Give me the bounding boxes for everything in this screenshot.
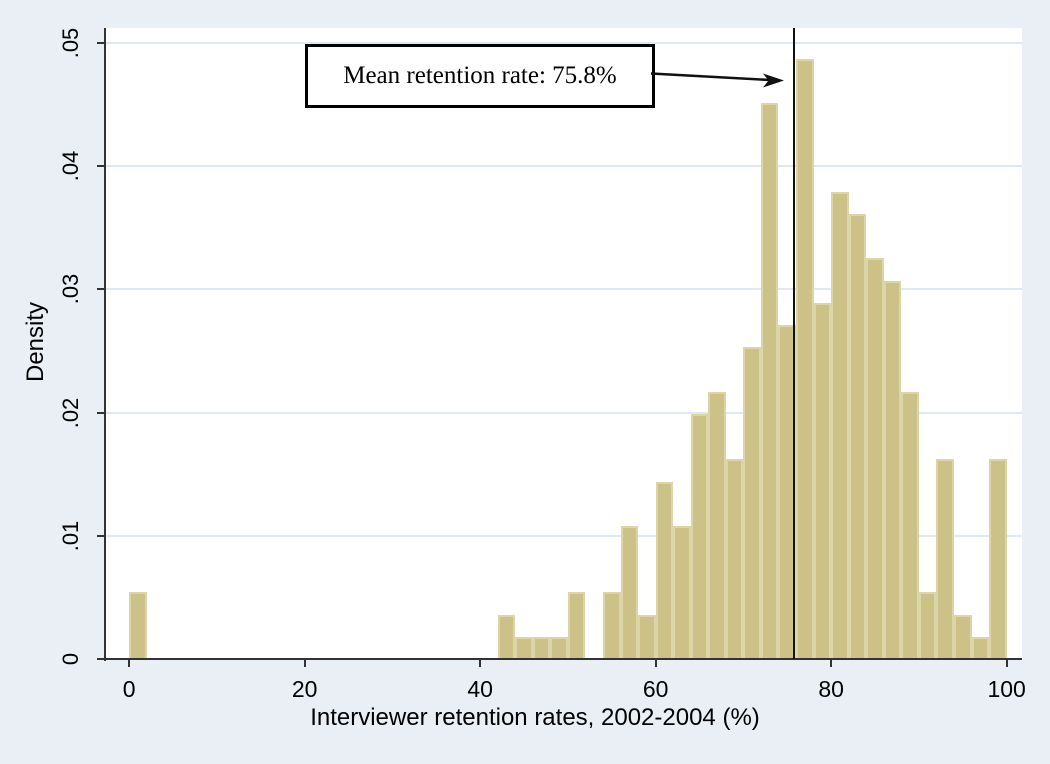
y-axis-line [104,28,106,661]
histogram-bar [550,636,568,659]
histogram-bar [725,459,744,659]
x-tick-mark [128,660,131,667]
histogram-bar [690,413,709,659]
histogram-bar [655,481,674,659]
histogram-bar [708,391,726,659]
y-tick-mark [97,411,105,414]
y-axis-title: Density [22,301,49,382]
gridline [105,411,1022,414]
histogram-bar [638,614,656,659]
y-tick-label: .02 [58,397,83,428]
y-tick-label: .03 [58,273,83,305]
histogram-bar [831,191,849,659]
y-tick-label: .04 [58,150,83,182]
histogram-bar [532,636,551,659]
x-tick-mark [654,660,657,667]
histogram-bar [866,258,884,659]
y-tick-mark [97,288,105,291]
gridline [105,534,1022,537]
histogram-bar [620,525,639,659]
histogram-bar [602,592,621,659]
histogram-bar [796,58,814,659]
y-tick-label: 0 [58,652,83,666]
histogram-bar [901,391,919,659]
x-tick-mark [1005,660,1008,667]
mean-annotation-text: Mean retention rate: 75.8% [343,62,617,89]
y-tick-mark [97,41,105,44]
mean-annotation-box: Mean retention rate: 75.8% [305,44,655,108]
histogram-bar [953,614,972,659]
plot-area [105,28,1022,659]
x-tick-mark [830,660,833,667]
x-axis-title: Interviewer retention rates, 2002-2004 (… [310,704,760,731]
histogram-bar [743,347,761,659]
gridline [105,165,1022,168]
y-tick-mark [97,658,105,660]
histogram-bar [971,636,990,659]
x-tick-mark [303,660,306,667]
histogram-bar [760,103,779,659]
x-tick-label: 60 [642,676,669,702]
y-tick-mark [97,165,105,168]
y-tick-mark [97,534,105,537]
histogram-bar [673,525,691,659]
x-axis-line [104,658,1022,660]
histogram-bar [848,214,867,659]
x-tick-label: 100 [987,676,1026,702]
x-tick-label: 80 [818,676,844,702]
y-tick-label: .05 [58,27,83,59]
histogram-bar [936,459,954,659]
histogram-bar [813,302,832,659]
histogram-bar [567,592,586,659]
gridline [105,41,1022,44]
histogram-bar [918,592,937,659]
histogram-bar [883,280,902,659]
gridline [105,288,1022,291]
histogram-bar [989,459,1007,659]
mean-line [793,28,796,659]
x-tick-label: 0 [122,676,136,702]
histogram-bar [497,614,516,659]
histogram-bar [515,636,533,659]
x-tick-mark [479,660,482,667]
histogram-bar [129,592,147,659]
x-tick-label: 20 [291,676,318,702]
y-tick-label: .01 [58,520,83,552]
x-tick-label: 40 [467,676,493,702]
